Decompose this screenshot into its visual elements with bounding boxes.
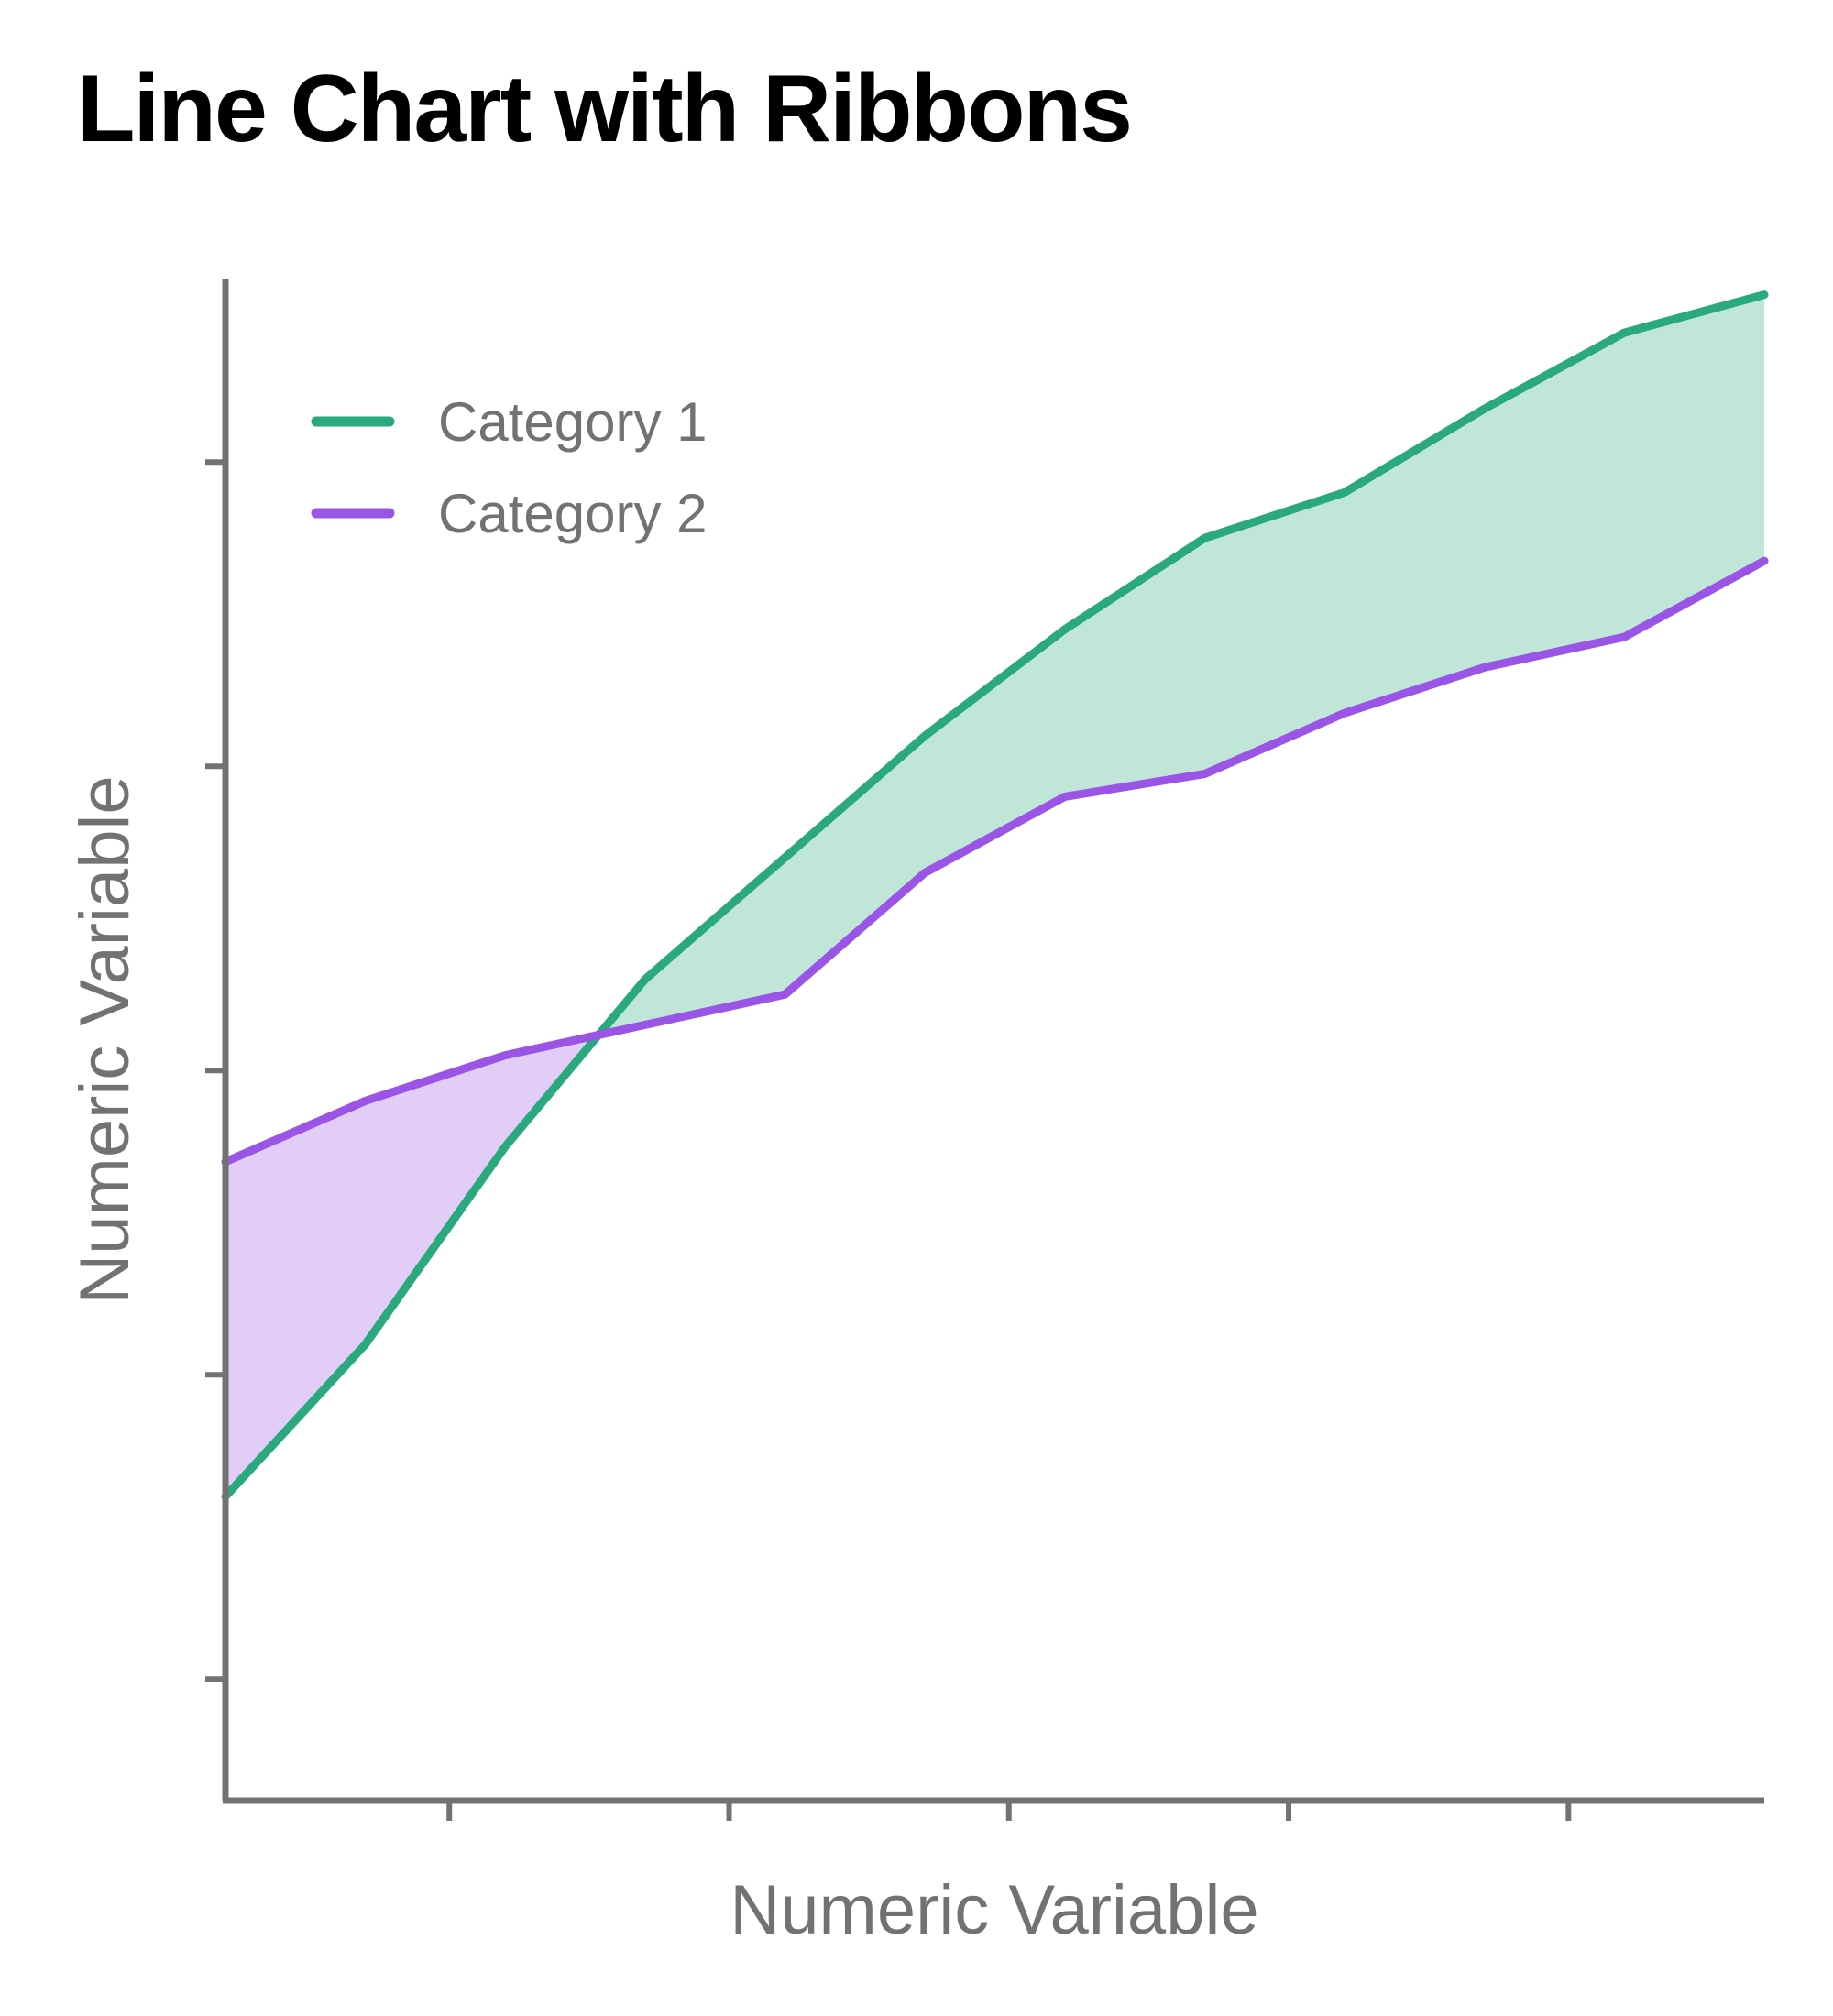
y-axis-label: Numeric Variable xyxy=(66,775,144,1304)
ribbon-category-1-1 xyxy=(598,294,1764,1035)
ribbons xyxy=(225,294,1764,1496)
legend-label-2: Category 2 xyxy=(438,483,708,544)
axes xyxy=(205,279,1764,1821)
series-lines xyxy=(221,290,1769,1501)
legend-label-1: Category 1 xyxy=(438,391,708,453)
series-line-1 xyxy=(221,290,1769,1501)
x-axis-label: Numeric Variable xyxy=(730,1871,1258,1949)
series-line-2 xyxy=(221,556,1769,1167)
ribbon-category-2-0 xyxy=(225,1035,599,1496)
legend: Category 1 Category 2 xyxy=(311,391,708,544)
chart-title: Line Chart with Ribbons xyxy=(77,56,1133,162)
